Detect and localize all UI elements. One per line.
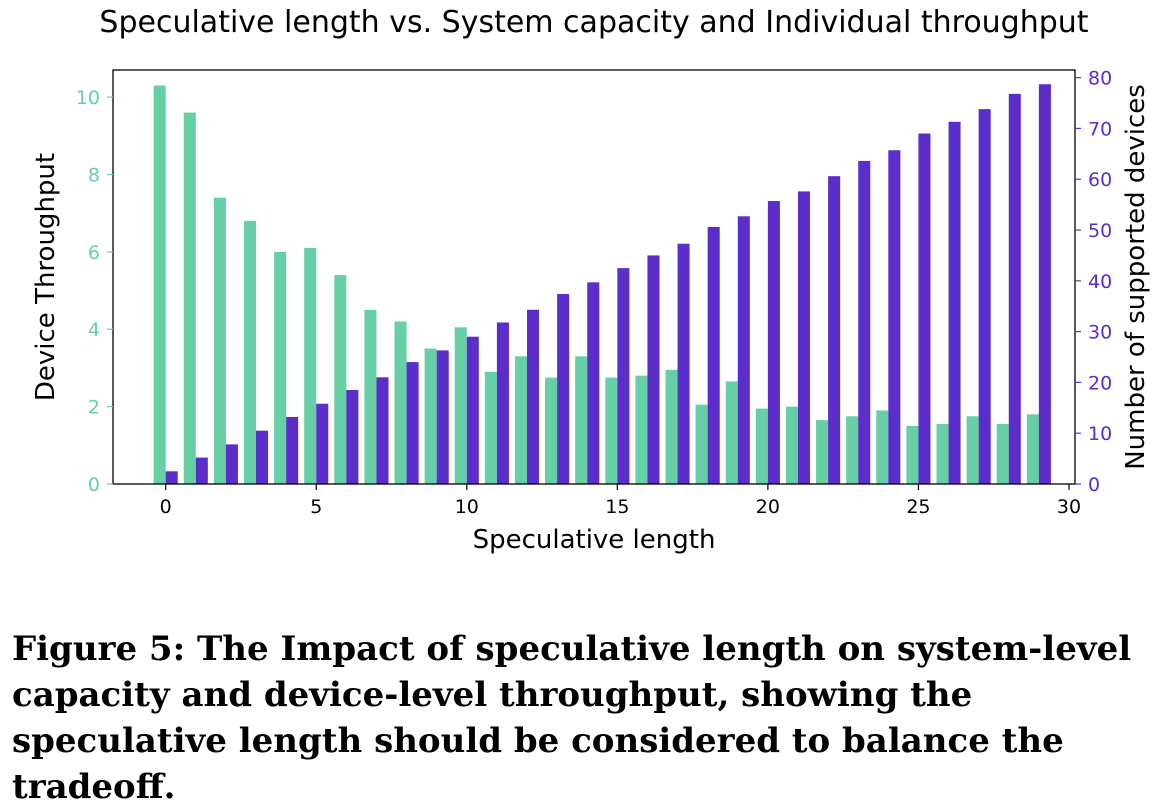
devices-bar [888, 150, 901, 484]
throughput-bar [785, 406, 798, 484]
throughput-bar [605, 377, 618, 484]
throughput-bar [695, 404, 708, 484]
devices-bar [256, 430, 269, 484]
devices-bar [677, 243, 690, 484]
throughput-bar [906, 425, 919, 484]
y-right-tick-label: 40 [1088, 271, 1112, 293]
throughput-bar [454, 327, 467, 484]
throughput-bar [484, 371, 497, 484]
throughput-bar [424, 348, 437, 484]
devices-bar [617, 268, 630, 484]
devices-bar [1008, 93, 1021, 485]
devices-bar [286, 416, 299, 484]
devices-bar [737, 216, 750, 485]
throughput-bar [816, 420, 829, 484]
devices-bar [466, 336, 479, 484]
devices-bar [767, 201, 780, 484]
x-axis-label: Speculative length [473, 525, 716, 555]
y-right-tick-label: 70 [1088, 118, 1112, 140]
throughput-bars [153, 85, 1039, 484]
y-axis-left-ticks: 0 2 4 6 8 10 [76, 87, 113, 496]
y-right-tick-label: 0 [1088, 474, 1100, 496]
y-axis-right-ticks: 0 10 20 30 40 50 60 70 80 [1075, 68, 1112, 496]
y-right-tick-label: 30 [1088, 322, 1112, 344]
y-right-tick-label: 60 [1088, 169, 1112, 191]
throughput-bar [183, 112, 196, 484]
throughput-bar [243, 220, 257, 484]
devices-bar [195, 457, 208, 484]
devices-bar [707, 226, 720, 484]
y-axis-right-label: Number of supported devices [1121, 84, 1151, 470]
x-tick-label: 20 [756, 496, 780, 518]
chart: Speculative length vs. System capacity a… [31, 5, 1151, 555]
throughput-bar [755, 408, 768, 484]
throughput-bar [876, 410, 889, 484]
throughput-bar [394, 321, 407, 484]
y-right-tick-label: 20 [1088, 372, 1112, 394]
throughput-bar [364, 309, 377, 484]
throughput-bar [274, 251, 287, 484]
devices-bar [165, 471, 178, 484]
x-tick-label: 30 [1057, 496, 1081, 518]
throughput-bar [635, 375, 648, 484]
devices-bar [647, 255, 660, 484]
devices-bar [587, 282, 600, 484]
devices-bar [316, 403, 329, 484]
devices-bar [858, 160, 871, 484]
throughput-bar [304, 247, 317, 484]
x-tick-label: 5 [310, 496, 322, 518]
devices-bar [527, 309, 540, 484]
devices-bar [1038, 84, 1051, 484]
x-tick-label: 0 [160, 496, 172, 518]
chart-title: Speculative length vs. System capacity a… [99, 5, 1088, 40]
throughput-bar [334, 275, 347, 484]
devices-bar [225, 444, 238, 484]
devices-bar [406, 362, 419, 484]
x-tick-label: 15 [605, 496, 629, 518]
y-left-tick-label: 10 [76, 87, 100, 109]
y-right-tick-label: 10 [1088, 423, 1112, 445]
y-right-tick-label: 50 [1088, 220, 1112, 242]
devices-bar [948, 121, 961, 484]
throughput-bar [1026, 414, 1039, 484]
devices-bar [496, 322, 509, 484]
x-axis-ticks: 0 5 10 15 20 25 30 [160, 484, 1081, 518]
devices-bar [918, 133, 931, 484]
devices-bar [376, 377, 389, 484]
figure-caption: Figure 5: The Impact of speculative leng… [12, 629, 1132, 807]
throughput-bar [725, 381, 738, 484]
throughput-bar [966, 416, 979, 484]
devices-bar [978, 109, 991, 485]
x-tick-label: 25 [906, 496, 930, 518]
devices-bar [436, 350, 449, 484]
y-axis-left-label: Device Throughput [31, 153, 61, 401]
throughput-bar [153, 85, 166, 484]
throughput-bar [514, 356, 527, 484]
throughput-bar [545, 377, 558, 484]
y-right-tick-label: 80 [1088, 68, 1112, 90]
throughput-bar [213, 197, 226, 484]
devices-bar [828, 176, 841, 485]
y-left-tick-label: 2 [88, 397, 100, 419]
y-left-tick-label: 6 [88, 242, 100, 264]
devices-bar [797, 191, 811, 484]
devices-bars [165, 84, 1051, 485]
y-left-tick-label: 8 [88, 164, 100, 186]
throughput-bar [936, 424, 949, 484]
plot-frame [112, 69, 1076, 485]
y-left-tick-label: 0 [88, 474, 100, 496]
y-left-tick-label: 4 [88, 319, 100, 341]
devices-bar [346, 390, 359, 484]
throughput-bar [996, 424, 1009, 484]
throughput-bar [575, 356, 588, 484]
throughput-bar [665, 369, 678, 484]
x-tick-label: 10 [455, 496, 479, 518]
throughput-bar [846, 416, 859, 484]
devices-bar [557, 294, 570, 484]
